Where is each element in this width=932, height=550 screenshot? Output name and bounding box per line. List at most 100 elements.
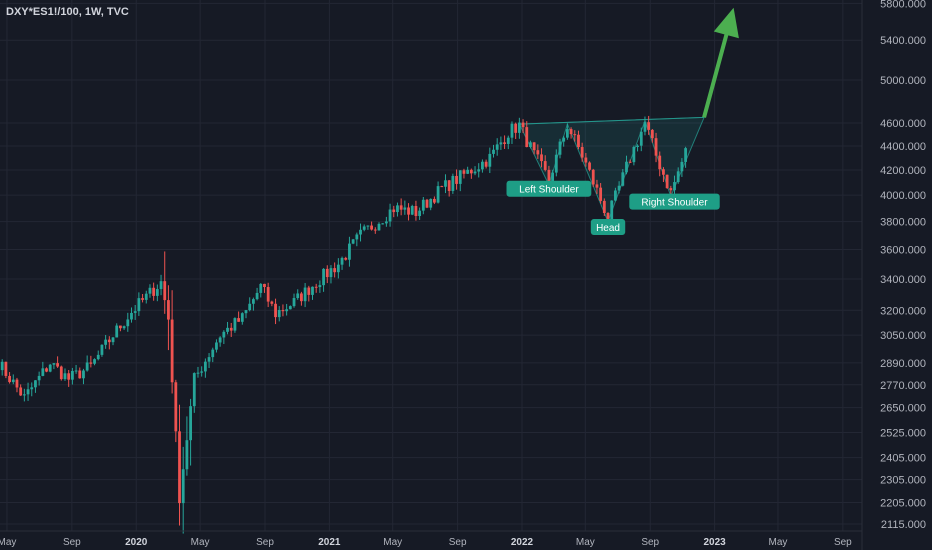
candle [218, 336, 222, 347]
candle [414, 200, 418, 221]
candle [351, 238, 355, 245]
candle [170, 290, 174, 394]
candle [647, 115, 651, 135]
time-tick-label: Sep [256, 537, 274, 548]
price-tick-label: 2405.000 [880, 453, 926, 465]
price-axis[interactable]: 5800.000 5400.000 5000.000 4600.000 4400.000… [861, 0, 926, 550]
price-tick-label: 2205.000 [880, 497, 926, 509]
candle [359, 223, 362, 242]
projection-arrow [702, 7, 739, 118]
candle [503, 135, 506, 149]
candle [673, 175, 676, 196]
candle [178, 404, 181, 526]
pattern-label-bg [590, 219, 626, 236]
candle [248, 297, 252, 312]
candle [565, 123, 569, 140]
price-tick-label: 5400.000 [880, 35, 926, 47]
candle [396, 202, 399, 217]
candle [141, 294, 144, 303]
pattern-label-text: Left Shoulder [519, 185, 579, 196]
price-tick-label: 5800.000 [880, 0, 926, 10]
candle [215, 339, 218, 353]
candle [237, 311, 241, 322]
candle [421, 196, 425, 215]
candle [333, 262, 337, 278]
candle [554, 149, 558, 177]
arrow-up-icon [702, 7, 739, 118]
candle [122, 325, 126, 330]
candle [488, 147, 492, 174]
candle [665, 174, 669, 189]
candle [266, 282, 270, 308]
price-tick-label: 2525.000 [880, 428, 926, 440]
price-tick-label: 4200.000 [880, 165, 926, 177]
pattern-label-text: Right Shoulder [641, 198, 708, 209]
candle [418, 207, 422, 220]
candle [573, 130, 577, 142]
price-tick-label: 5000.000 [880, 75, 926, 87]
candle [167, 285, 170, 351]
candle [255, 287, 259, 301]
candle [19, 384, 23, 396]
candle [429, 198, 433, 211]
price-tick-label: 2305.000 [880, 475, 926, 487]
candle [322, 268, 325, 292]
time-axis[interactable]: May Sep 2020 May Sep 2021 May Sep 2022 May Sep 2023… [0, 530, 862, 548]
candle [263, 283, 266, 293]
grid-lines [0, 0, 862, 531]
candle [115, 323, 119, 338]
candle [130, 307, 133, 323]
price-tick-label: 2115.000 [881, 519, 926, 531]
candle [30, 382, 34, 397]
candle [602, 198, 606, 216]
candle [144, 290, 148, 304]
pattern-label: Head [590, 219, 626, 236]
candle [111, 336, 115, 346]
candle [639, 127, 643, 152]
time-tick-label: Sep [63, 537, 81, 548]
candle [432, 196, 436, 205]
price-tick-label: 2890.000 [880, 358, 926, 370]
candle [296, 289, 300, 300]
candle [63, 368, 67, 381]
candle [189, 398, 192, 466]
price-tick-label: 3800.000 [880, 217, 926, 229]
candle [510, 121, 514, 144]
candle [529, 140, 532, 149]
candle [407, 203, 410, 221]
candle [277, 306, 281, 322]
candle [466, 166, 470, 175]
time-tick-label: Sep [449, 537, 467, 548]
candle [499, 136, 503, 150]
price-tick-label: 2770.000 [880, 380, 926, 392]
candle [244, 309, 248, 319]
symbol-label: DXY*ES1!/100, 1W, TVC [6, 6, 129, 18]
time-tick-label: May [768, 537, 787, 548]
candle [93, 358, 96, 366]
candle [577, 130, 580, 150]
candle [643, 116, 647, 136]
candle [525, 121, 529, 148]
candle [355, 232, 359, 247]
candle [506, 135, 510, 150]
price-tick-label: 4000.000 [880, 190, 926, 202]
candle [96, 350, 100, 361]
candle [614, 187, 617, 202]
candle [207, 353, 211, 369]
candle [211, 347, 215, 363]
candle [388, 203, 392, 227]
candles [0, 115, 687, 534]
candle [543, 155, 547, 172]
time-tick-label: May [0, 537, 16, 548]
candle [591, 168, 595, 187]
candle [259, 283, 263, 298]
candle [366, 225, 370, 230]
candle [292, 293, 296, 308]
candle [52, 363, 56, 370]
candle [285, 303, 289, 316]
candle [680, 158, 684, 177]
candle [348, 236, 351, 267]
candle [650, 129, 654, 143]
candle [492, 144, 495, 158]
